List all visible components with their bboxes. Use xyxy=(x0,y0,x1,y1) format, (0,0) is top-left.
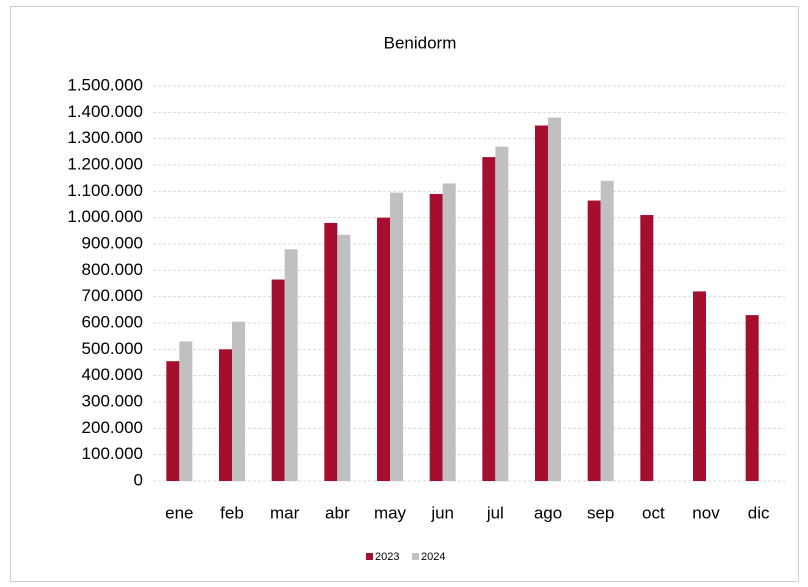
x-tick-label: mar xyxy=(270,503,300,522)
x-tick-label: ene xyxy=(165,503,193,522)
bar xyxy=(693,291,706,481)
legend-label: 2023 xyxy=(375,551,399,563)
bar xyxy=(640,215,654,482)
y-tick-label: 100.000 xyxy=(82,444,143,463)
x-tick-label: feb xyxy=(220,503,244,522)
legend-label: 2024 xyxy=(421,551,445,563)
bar xyxy=(284,249,298,481)
y-tick-label: 500.000 xyxy=(82,339,143,358)
y-tick-label: 600.000 xyxy=(82,312,143,331)
bar xyxy=(179,341,193,481)
y-tick-label: 1.500.000 xyxy=(67,75,143,94)
bar xyxy=(429,193,443,481)
y-tick-label: 400.000 xyxy=(82,365,143,384)
x-tick-label: nov xyxy=(692,503,720,522)
x-tick-label: jul xyxy=(486,503,504,522)
bar xyxy=(377,217,390,481)
chart-title: Benidorm xyxy=(384,33,457,52)
bar xyxy=(390,192,403,481)
bar xyxy=(232,321,245,481)
bar xyxy=(745,315,759,481)
bar xyxy=(324,222,338,481)
x-tick-label: dic xyxy=(748,503,770,522)
y-tick-label: 1.000.000 xyxy=(67,207,143,226)
y-tick-label: 0 xyxy=(134,470,143,489)
bar xyxy=(166,361,180,481)
y-tick-label: 800.000 xyxy=(82,260,143,279)
bar xyxy=(495,146,509,482)
x-tick-label: sep xyxy=(587,503,614,522)
y-tick-label: 1.200.000 xyxy=(67,154,143,173)
bar xyxy=(482,157,496,481)
y-tick-label: 300.000 xyxy=(82,391,143,410)
bar xyxy=(219,349,232,481)
bar xyxy=(587,200,601,482)
legend-swatch xyxy=(412,553,419,560)
bar xyxy=(600,180,614,482)
y-tick-label: 200.000 xyxy=(82,418,143,437)
bar xyxy=(337,234,351,481)
bar xyxy=(535,125,548,481)
bar xyxy=(548,117,561,481)
x-tick-label: abr xyxy=(325,503,350,522)
y-tick-label: 700.000 xyxy=(82,286,143,305)
bar xyxy=(271,279,285,481)
x-tick-label: ago xyxy=(534,503,562,522)
y-tick-label: 1.400.000 xyxy=(67,102,143,121)
x-tick-label: jun xyxy=(430,503,454,522)
chart-frame xyxy=(10,6,799,582)
legend-swatch xyxy=(366,553,373,560)
bar xyxy=(442,183,456,481)
x-tick-label: may xyxy=(374,503,407,522)
y-tick-label: 1.300.000 xyxy=(67,128,143,147)
y-tick-label: 1.100.000 xyxy=(67,181,143,200)
x-tick-label: oct xyxy=(642,503,665,522)
y-tick-label: 900.000 xyxy=(82,233,143,252)
